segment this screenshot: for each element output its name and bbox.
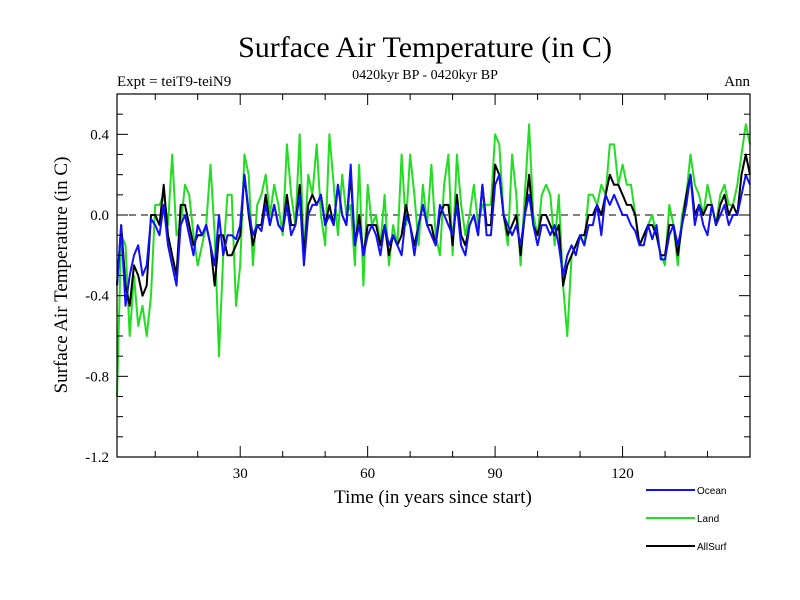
legend-label-land: Land bbox=[697, 514, 719, 525]
series-line-allsurf bbox=[116, 153, 751, 307]
legend-label-ocean: Ocean bbox=[697, 486, 726, 497]
expt-label: Expt = teiT9-teiN9 bbox=[117, 74, 231, 90]
x-tick-label: 90 bbox=[488, 466, 503, 482]
y-tick-label: 0.4 bbox=[90, 127, 109, 143]
y-tick-label: -1.2 bbox=[85, 450, 109, 466]
y-axis-label: Surface Air Temperature (in C) bbox=[51, 157, 72, 394]
x-axis-label: Time (in years since start) bbox=[334, 487, 532, 508]
chart-title: Surface Air Temperature (in C) bbox=[238, 31, 612, 64]
legend-label-allsurf: AllSurf bbox=[697, 542, 727, 553]
y-tick-label: 0.0 bbox=[90, 208, 109, 224]
legend: Ocean Land AllSurf bbox=[646, 486, 727, 553]
y-tick-label: -0.8 bbox=[85, 369, 109, 385]
x-tick-label: 120 bbox=[611, 466, 634, 482]
season-label: Ann bbox=[724, 74, 750, 90]
x-tick-label: 30 bbox=[233, 466, 248, 482]
plot-area: 30 60 90 120 -1.2 -0.8 -0.4 0.0 0.4 bbox=[85, 93, 751, 482]
plot-frame bbox=[116, 93, 751, 458]
series-line-ocean bbox=[116, 163, 751, 307]
x-tick-label: 60 bbox=[360, 466, 375, 482]
y-tick-label: -0.4 bbox=[85, 289, 109, 305]
chart-subtitle: 0420kyr BP - 0420kyr BP bbox=[352, 68, 498, 83]
